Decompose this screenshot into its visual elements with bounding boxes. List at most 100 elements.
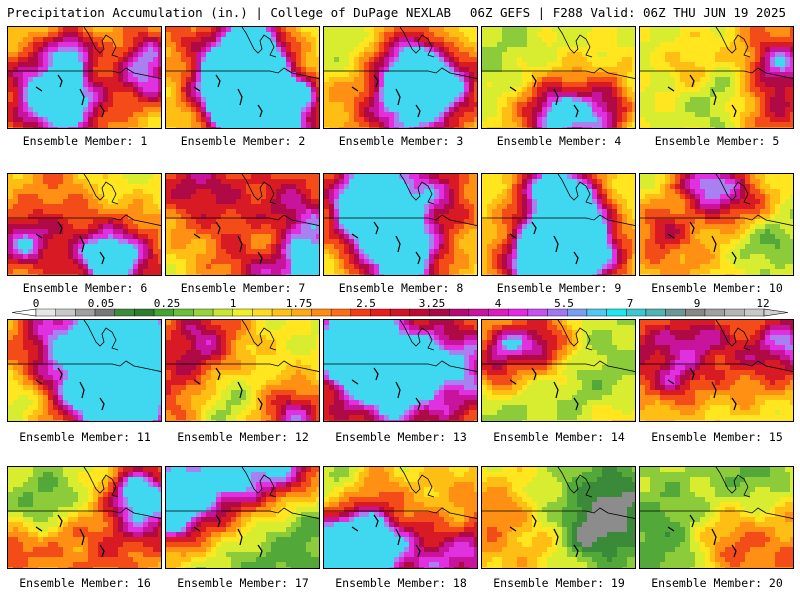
colorbar-swatch: [232, 308, 253, 317]
precipitation-colorbar: 0 0.05 0.25 1 1.75 2.5 3.25 4 5.5 7 9 12: [0, 292, 800, 322]
ensemble-map-panel: [165, 319, 320, 422]
colorbar-tick-label: 0.05: [87, 297, 115, 310]
precip-shading: [8, 27, 161, 128]
lake-outlines: [35, 221, 105, 265]
lake-outlines: [509, 514, 579, 558]
precip-shading: [324, 467, 477, 568]
ensemble-member-label: Ensemble Member: 7: [180, 281, 306, 295]
ensemble-member-label: Ensemble Member: 16: [19, 576, 151, 590]
precip-shading: [166, 27, 319, 128]
coastline: [83, 467, 119, 498]
colorbar-swatch: [468, 308, 489, 317]
coastline: [557, 320, 593, 351]
precip-shading: [166, 320, 319, 421]
coastline: [241, 174, 277, 205]
ensemble-member-label: Ensemble Member: 17: [177, 576, 309, 590]
colorbar-tick-label: 1: [229, 297, 237, 310]
ensemble-map-panel: [481, 466, 636, 569]
border-line: [324, 507, 477, 519]
ensemble-map-panel: [323, 26, 478, 129]
precip-shading: [8, 174, 161, 275]
colorbar-tick-label: 0: [32, 297, 40, 310]
colorbar-swatch: [35, 308, 56, 317]
colorbar-swatch: [626, 308, 647, 317]
ensemble-map-panel: [323, 319, 478, 422]
lake-outlines: [509, 74, 579, 118]
colorbar-swatch: [547, 308, 568, 317]
ensemble-member-label: Ensemble Member: 4: [496, 134, 622, 148]
border-line: [640, 360, 793, 372]
precip-field-map: [640, 174, 793, 275]
precip-shading: [482, 320, 635, 421]
colorbar-swatch: [429, 308, 450, 317]
border-line: [8, 214, 161, 226]
colorbar-swatch: [527, 308, 548, 317]
ensemble-member-label: Ensemble Member: 1: [22, 134, 148, 148]
ensemble-map-panel: [639, 466, 794, 569]
colorbar-swatch: [409, 308, 430, 317]
lake-outlines: [193, 367, 263, 411]
border-line: [482, 360, 635, 372]
coastline: [715, 174, 751, 205]
border-line: [8, 67, 161, 79]
colorbar-swatch: [350, 308, 371, 317]
precip-field-map: [482, 27, 635, 128]
ensemble-map-panel: [165, 26, 320, 129]
precip-shading: [166, 467, 319, 568]
precip-field-map: [324, 174, 477, 275]
border-line: [640, 507, 793, 519]
ensemble-member-label: Ensemble Member: 9: [496, 281, 622, 295]
colorbar-swatch: [94, 308, 115, 317]
border-line: [482, 507, 635, 519]
colorbar-tick-label: 7: [626, 297, 634, 310]
colorbar-swatch: [114, 308, 135, 317]
lake-outlines: [351, 221, 421, 265]
lake-outlines: [667, 74, 737, 118]
border-line: [324, 214, 477, 226]
ensemble-member-label: Ensemble Member: 6: [22, 281, 148, 295]
ensemble-member-label: Ensemble Member: 5: [654, 134, 780, 148]
coastline: [715, 467, 751, 498]
lake-outlines: [667, 367, 737, 411]
precip-shading: [640, 27, 793, 128]
precip-shading: [8, 320, 161, 421]
ensemble-map-panel: [7, 319, 162, 422]
coastline: [399, 467, 435, 498]
colorbar-swatch: [488, 308, 509, 317]
ensemble-map-panel: [639, 319, 794, 422]
map-title: Precipitation Accumulation (in.) | Colle…: [7, 5, 452, 20]
colorbar-swatch: [685, 308, 706, 317]
precip-field-map: [166, 320, 319, 421]
colorbar-swatch: [291, 308, 312, 317]
coastline: [557, 467, 593, 498]
lake-outlines: [351, 514, 421, 558]
border-line: [482, 214, 635, 226]
ensemble-member-label: Ensemble Member: 10: [651, 281, 783, 295]
colorbar-tick-label: 3.25: [418, 297, 446, 310]
colorbar-swatch: [645, 308, 666, 317]
lake-outlines: [35, 367, 105, 411]
coastline: [83, 27, 119, 58]
coastline: [715, 27, 751, 58]
colorbar-swatch: [448, 308, 470, 317]
lake-outlines: [35, 74, 105, 118]
colorbar-tick-label: 5.5: [554, 297, 574, 310]
ensemble-map-panel: [7, 466, 162, 569]
colorbar-swatch: [704, 308, 725, 317]
lake-outlines: [509, 221, 579, 265]
colorbar-swatch: [193, 308, 214, 317]
coastline: [83, 174, 119, 205]
ensemble-map-panel: [639, 173, 794, 276]
ensemble-map-panel: [481, 173, 636, 276]
colorbar-swatch: [567, 308, 588, 317]
colorbar-swatch: [75, 308, 96, 317]
colorbar-swatch: [508, 308, 529, 317]
precip-field-map: [8, 320, 161, 421]
border-line: [324, 67, 477, 79]
ensemble-map-panel: [165, 173, 320, 276]
coastline: [399, 27, 435, 58]
precip-field-map: [166, 27, 319, 128]
ensemble-member-label: Ensemble Member: 14: [493, 430, 625, 444]
colorbar-swatch: [55, 308, 76, 317]
ensemble-member-label: Ensemble Member: 19: [493, 576, 625, 590]
